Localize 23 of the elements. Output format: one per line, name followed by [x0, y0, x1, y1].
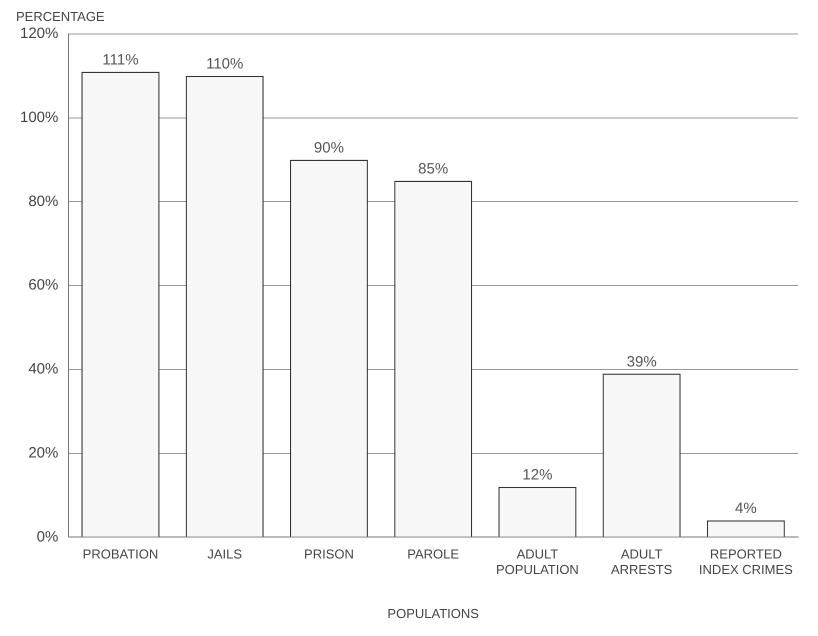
x-tick-label: JAILS — [207, 546, 242, 562]
x-tick-label: ADULT POPULATION — [496, 546, 579, 578]
y-tick-label: 40% — [28, 360, 58, 378]
y-tick-label: 120% — [20, 25, 58, 42]
data-label: 90% — [314, 139, 344, 156]
data-label: 110% — [206, 56, 244, 73]
y-tick-label: 100% — [20, 109, 58, 126]
data-label: 85% — [418, 160, 448, 178]
x-tick-label: PRISON — [304, 546, 354, 562]
y-axis-title: PERCENTAGE — [16, 9, 105, 24]
y-tick-label: 60% — [28, 276, 58, 294]
y-tick-label: 0% — [36, 528, 58, 546]
x-axis-title: POPULATIONS — [387, 606, 480, 621]
x-tick-label: REPORTED INDEX CRIMES — [698, 546, 794, 578]
y-tick-label: 20% — [28, 444, 58, 462]
x-tick-label: ADULT ARRESTS — [610, 546, 673, 578]
data-label: 4% — [735, 500, 757, 518]
x-tick-label: PROBATION — [82, 546, 158, 562]
data-label: 12% — [522, 466, 552, 484]
data-label: 111% — [102, 51, 139, 68]
x-tick-label: PAROLE — [407, 546, 460, 562]
data-label: 39% — [626, 353, 657, 370]
y-tick-label: 80% — [28, 192, 58, 210]
